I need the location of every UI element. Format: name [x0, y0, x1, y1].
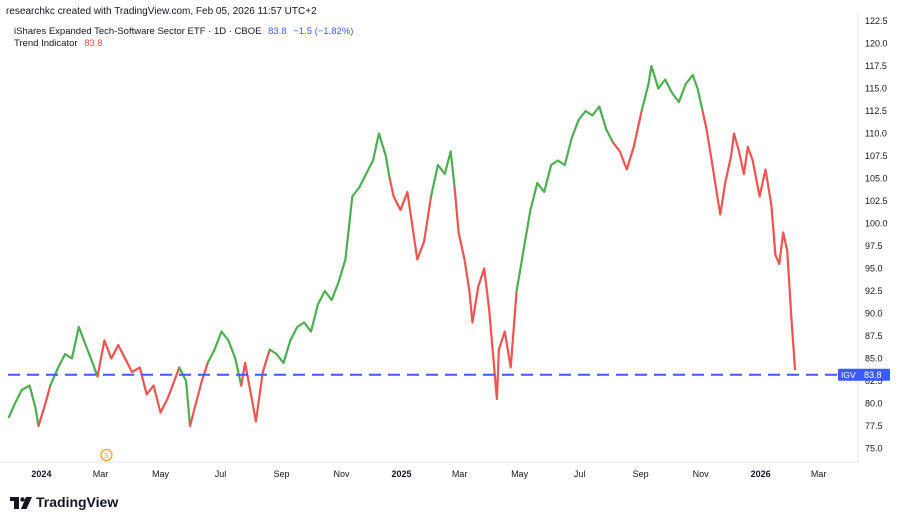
y-tick-label: 122.5	[865, 16, 888, 26]
x-tick-label: Mar	[452, 469, 468, 479]
x-tick-label: Sep	[633, 469, 649, 479]
tradingview-brand[interactable]: TradingView	[10, 494, 118, 510]
downtrend-segment	[388, 177, 433, 261]
y-tick-label: 95.0	[865, 264, 883, 274]
y-tick-label: 85.0	[865, 354, 883, 364]
y-tick-label: 100.0	[865, 219, 888, 229]
x-tick-label: May	[511, 469, 529, 479]
indicator-value: 83.8	[84, 38, 103, 49]
downtrend-segment	[37, 384, 52, 428]
y-tick-label: 92.5	[865, 286, 883, 296]
tradingview-logo-icon	[10, 496, 32, 509]
y-tick-label: 110.0	[865, 129, 887, 139]
grid	[0, 12, 859, 463]
event-marker-letter: S	[104, 451, 109, 460]
y-tick-label: 75.0	[865, 444, 883, 454]
uptrend-segment	[640, 64, 704, 113]
y-tick-label: 102.5	[865, 196, 888, 206]
uptrend-segment	[515, 105, 615, 293]
y-tick-label: 105.0	[865, 174, 888, 184]
x-tick-label: 2024	[31, 469, 51, 479]
price-series	[7, 64, 797, 428]
brand-name: TradingView	[36, 494, 119, 510]
downtrend-segment	[240, 348, 271, 423]
x-tick-label: Mar	[93, 469, 109, 479]
x-tick-label: Sep	[273, 469, 289, 479]
uptrend-segment	[429, 150, 456, 198]
price-label-ticker: IGV	[841, 370, 856, 380]
y-tick-label: 120.0	[865, 39, 888, 49]
x-tick-label: Mar	[811, 469, 827, 479]
downtrend-segment	[611, 109, 643, 171]
symbol-change: −1.5 (−1.82%)	[293, 26, 354, 37]
downtrend-segment	[701, 109, 797, 371]
downtrend-segment	[96, 339, 181, 414]
downtrend-segment	[188, 361, 209, 428]
y-tick-label: 97.5	[865, 241, 883, 251]
y-tick-label: 82.5	[865, 376, 883, 386]
y-tick-label: 112.5	[865, 106, 887, 116]
x-tick-label: Nov	[333, 469, 350, 479]
y-tick-label: 90.0	[865, 309, 883, 319]
price-label-value: 83.8	[864, 370, 882, 380]
symbol-last: 83.8	[268, 26, 287, 37]
event-marker[interactable]: S	[100, 448, 113, 462]
uptrend-segment	[206, 330, 243, 387]
last-price-label: IGV 83.8	[838, 368, 890, 381]
downtrend-segment	[453, 186, 518, 401]
uptrend-segment	[268, 132, 391, 365]
time-axis[interactable]: 2024 Mar May Jul Sep Nov 2025 Mar May Jul Sep Nov 20…	[31, 469, 826, 479]
x-tick-label: Jul	[215, 469, 227, 479]
y-tick-label: 117.5	[865, 61, 887, 71]
uptrend-segment	[7, 384, 40, 428]
uptrend-segment	[178, 366, 192, 428]
y-tick-label: 77.5	[865, 421, 883, 431]
symbol-legend[interactable]: iShares Expanded Tech-Software Sector ET…	[14, 26, 353, 37]
x-tick-label: 2026	[751, 469, 771, 479]
symbol-name: iShares Expanded Tech-Software Sector ET…	[14, 26, 262, 37]
y-tick-label: 107.5	[865, 151, 888, 161]
x-tick-label: Jul	[574, 469, 586, 479]
x-tick-label: Nov	[693, 469, 710, 479]
y-tick-label: 87.5	[865, 331, 883, 341]
indicator-legend[interactable]: Trend Indicator 83.8	[14, 38, 103, 49]
attribution: researchkc created with TradingView.com,…	[6, 6, 317, 17]
x-tick-label: 2025	[392, 469, 412, 479]
y-tick-label: 80.0	[865, 399, 883, 409]
y-tick-label: 115.0	[865, 84, 887, 94]
indicator-name: Trend Indicator	[14, 38, 78, 49]
x-tick-label: May	[152, 469, 170, 479]
price-axis[interactable]: 122.5 120.0 117.5 115.0 112.5 110.0 107.5 105.0…	[865, 16, 888, 454]
uptrend-segment	[49, 325, 99, 387]
